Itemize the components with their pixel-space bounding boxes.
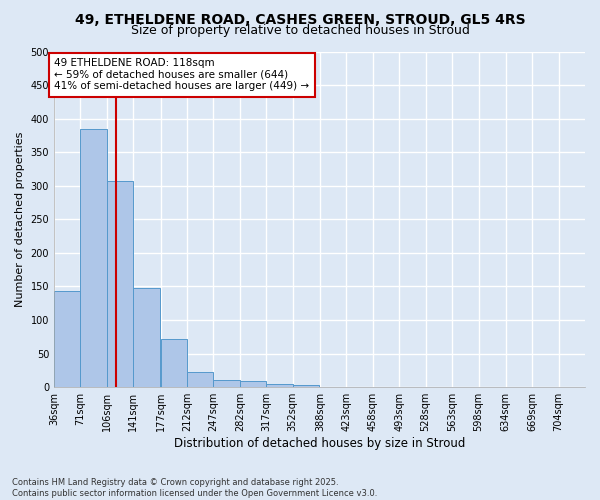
Y-axis label: Number of detached properties: Number of detached properties — [15, 132, 25, 307]
Text: 49 ETHELDENE ROAD: 118sqm
← 59% of detached houses are smaller (644)
41% of semi: 49 ETHELDENE ROAD: 118sqm ← 59% of detac… — [55, 58, 310, 92]
Bar — [214, 380, 240, 387]
Bar — [161, 339, 187, 387]
Bar — [54, 290, 80, 387]
Bar — [320, 386, 346, 387]
Text: Size of property relative to detached houses in Stroud: Size of property relative to detached ho… — [131, 24, 469, 37]
Bar — [373, 386, 399, 387]
X-axis label: Distribution of detached houses by size in Stroud: Distribution of detached houses by size … — [174, 437, 465, 450]
Text: 49, ETHELDENE ROAD, CASHES GREEN, STROUD, GL5 4RS: 49, ETHELDENE ROAD, CASHES GREEN, STROUD… — [74, 12, 526, 26]
Bar — [107, 181, 133, 387]
Bar — [80, 128, 107, 387]
Bar — [346, 386, 373, 387]
Bar — [240, 381, 266, 387]
Bar — [133, 288, 160, 387]
Text: Contains HM Land Registry data © Crown copyright and database right 2025.
Contai: Contains HM Land Registry data © Crown c… — [12, 478, 377, 498]
Bar — [266, 384, 293, 387]
Bar — [187, 372, 214, 387]
Bar — [532, 386, 559, 387]
Bar — [293, 385, 319, 387]
